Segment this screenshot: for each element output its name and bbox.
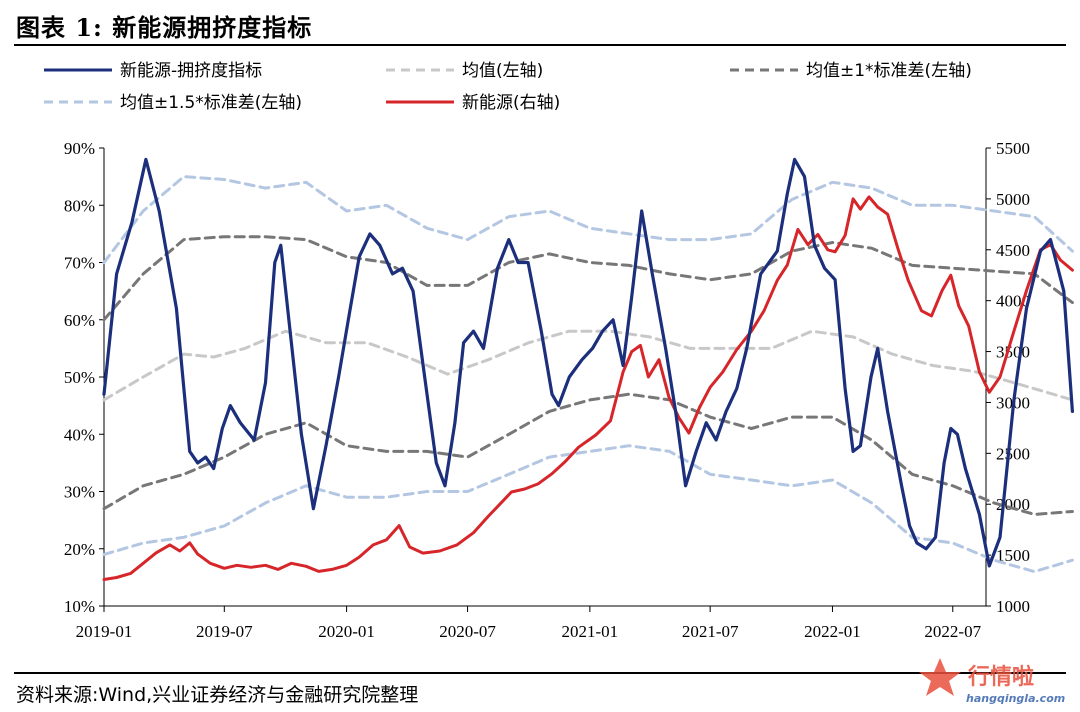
x-tick-label: 2021-07 [682, 622, 739, 641]
left-tick-label: 80% [64, 196, 95, 215]
series-sd1-upper-line [102, 235, 1074, 322]
series-sd15-lower-line [102, 444, 1074, 574]
star-logo-icon [919, 658, 961, 696]
left-tick-label: 70% [64, 254, 95, 273]
chart: 10%20%30%40%50%60%70%80%90%1000150020002… [44, 61, 1074, 641]
left-tick-label: 20% [64, 540, 95, 559]
right-tick-label: 4500 [996, 241, 1030, 260]
x-tick-label: 2019-01 [76, 622, 133, 641]
series-crowding-line [102, 157, 1074, 568]
right-tick-label: 1500 [996, 546, 1030, 565]
x-tick-label: 2020-07 [439, 622, 496, 641]
left-tick-label: 30% [64, 483, 95, 502]
x-tick-label: 2020-01 [318, 622, 375, 641]
right-tick-label: 5500 [996, 139, 1030, 158]
series-mean-line [102, 329, 1074, 402]
left-tick-label: 90% [64, 139, 95, 158]
right-tick-label: 5000 [996, 190, 1030, 209]
legend-label-mean: 均值(左轴) [462, 61, 543, 81]
right-tick-label: 2500 [996, 444, 1030, 463]
left-tick-label: 50% [64, 368, 95, 387]
source-note: 资料来源:Wind,兴业证券经济与金融研究院整理 [16, 684, 419, 706]
legend-label-sd1: 均值±1*标准差(左轴) [806, 61, 972, 81]
legend-label-sd15: 均值±1.5*标准差(左轴) [120, 93, 302, 113]
title-rule [14, 44, 1066, 46]
right-tick-label: 3500 [996, 343, 1030, 362]
watermark-url: hangqingla.com [966, 692, 1065, 705]
legend-label-crowding: 新能源-拥挤度指标 [120, 61, 262, 81]
watermark-name: 行情啦 [967, 664, 1034, 690]
x-tick-label: 2022-01 [804, 622, 861, 641]
x-tick-label: 2022-07 [924, 622, 981, 641]
left-tick-label: 10% [64, 597, 95, 616]
right-tick-label: 1000 [996, 597, 1030, 616]
x-tick-label: 2019-07 [196, 622, 253, 641]
series-sd1-lower-line [102, 392, 1074, 516]
legend-label-index: 新能源(右轴) [462, 93, 560, 113]
left-tick-label: 40% [64, 425, 95, 444]
series-sd15-upper-line [102, 175, 1074, 264]
figure-title: 图表 1: 新能源拥挤度指标 [16, 13, 313, 42]
watermark: 行情啦 hangqingla.com [919, 658, 1065, 705]
left-tick-label: 60% [64, 311, 95, 330]
series-index-line [102, 195, 1074, 581]
source-rule [14, 672, 1066, 674]
x-tick-label: 2021-01 [562, 622, 619, 641]
